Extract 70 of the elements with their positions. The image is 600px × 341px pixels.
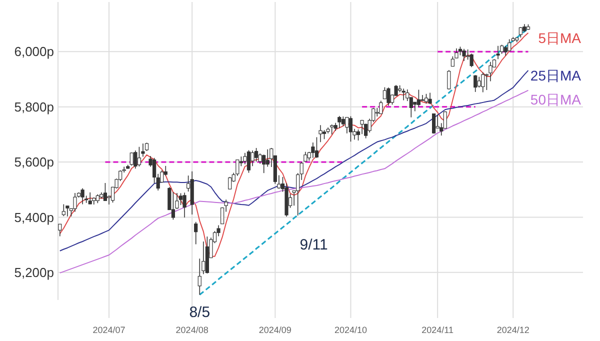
candlestick xyxy=(488,61,492,82)
x-tick-label: 2024/12 xyxy=(496,325,530,335)
candlestick xyxy=(304,151,308,162)
candlestick xyxy=(518,26,522,38)
candlestick xyxy=(382,86,387,100)
candlestick xyxy=(341,116,345,127)
candlestick xyxy=(447,70,451,90)
candlestick xyxy=(496,45,500,60)
y-tick-label: 6,000p xyxy=(14,44,54,60)
candlestick xyxy=(462,48,466,62)
line-series xyxy=(59,90,529,274)
candlestick xyxy=(360,119,364,135)
series-label: 25日MA xyxy=(530,67,582,84)
x-tick-label: 2024/11 xyxy=(422,325,454,335)
candlestick xyxy=(318,124,322,143)
candlestick xyxy=(228,176,232,190)
candlestick xyxy=(322,130,326,140)
candlestick xyxy=(402,88,406,101)
candlestick xyxy=(194,222,198,245)
candlestick xyxy=(450,56,454,67)
x-tick-label: 2024/08 xyxy=(176,325,208,335)
candlestick xyxy=(88,192,92,205)
text: 8/5 xyxy=(189,304,210,321)
candlestick xyxy=(73,192,77,212)
candlestick xyxy=(416,89,420,108)
candlestick xyxy=(254,148,258,162)
y-tick-label: 5,200p xyxy=(14,264,54,280)
candlestick xyxy=(171,192,175,220)
candlestick xyxy=(266,148,270,168)
candlestick xyxy=(338,116,342,128)
candlestick xyxy=(103,182,108,202)
candlestick xyxy=(420,94,424,102)
candlestick xyxy=(130,152,134,166)
candlestick xyxy=(250,150,254,167)
x-tick-label: 2024/10 xyxy=(334,325,367,335)
candlestick xyxy=(432,113,436,134)
candlestick xyxy=(58,224,62,237)
candlestick xyxy=(504,45,508,56)
candlestick xyxy=(477,76,481,88)
candlestick xyxy=(379,100,383,114)
candlestick xyxy=(348,116,353,142)
x-tick-label: 2024/09 xyxy=(258,325,292,335)
x-tick-label: 2024/07 xyxy=(92,325,126,335)
candlestick xyxy=(62,204,66,217)
candlestick xyxy=(137,146,142,167)
series-label: 50日MA xyxy=(530,91,582,108)
line-series xyxy=(59,32,529,257)
line-series xyxy=(59,70,529,252)
candlestick xyxy=(198,258,202,296)
candlestick xyxy=(246,150,251,174)
series-label: 5日MA xyxy=(538,30,582,46)
candlestick xyxy=(481,72,485,93)
y-tick-label: 5,800p xyxy=(14,99,54,114)
candlestick xyxy=(454,48,458,59)
candlestick xyxy=(134,150,138,170)
candlestick xyxy=(428,92,432,104)
candlestick xyxy=(178,192,183,206)
candlestick xyxy=(80,188,84,205)
candlestick xyxy=(470,53,474,68)
candlestick xyxy=(314,136,319,158)
candlestick xyxy=(330,124,334,135)
candlestick xyxy=(66,206,70,217)
candlestick xyxy=(474,74,478,92)
annotation: 9/11 xyxy=(300,236,328,254)
line-series xyxy=(198,27,530,296)
y-tick-label: 5,400p xyxy=(14,210,54,225)
candlestick xyxy=(386,87,390,106)
candlestick xyxy=(424,93,428,104)
y-tick-label: 5,600p xyxy=(14,154,54,170)
candlestick xyxy=(182,192,186,218)
